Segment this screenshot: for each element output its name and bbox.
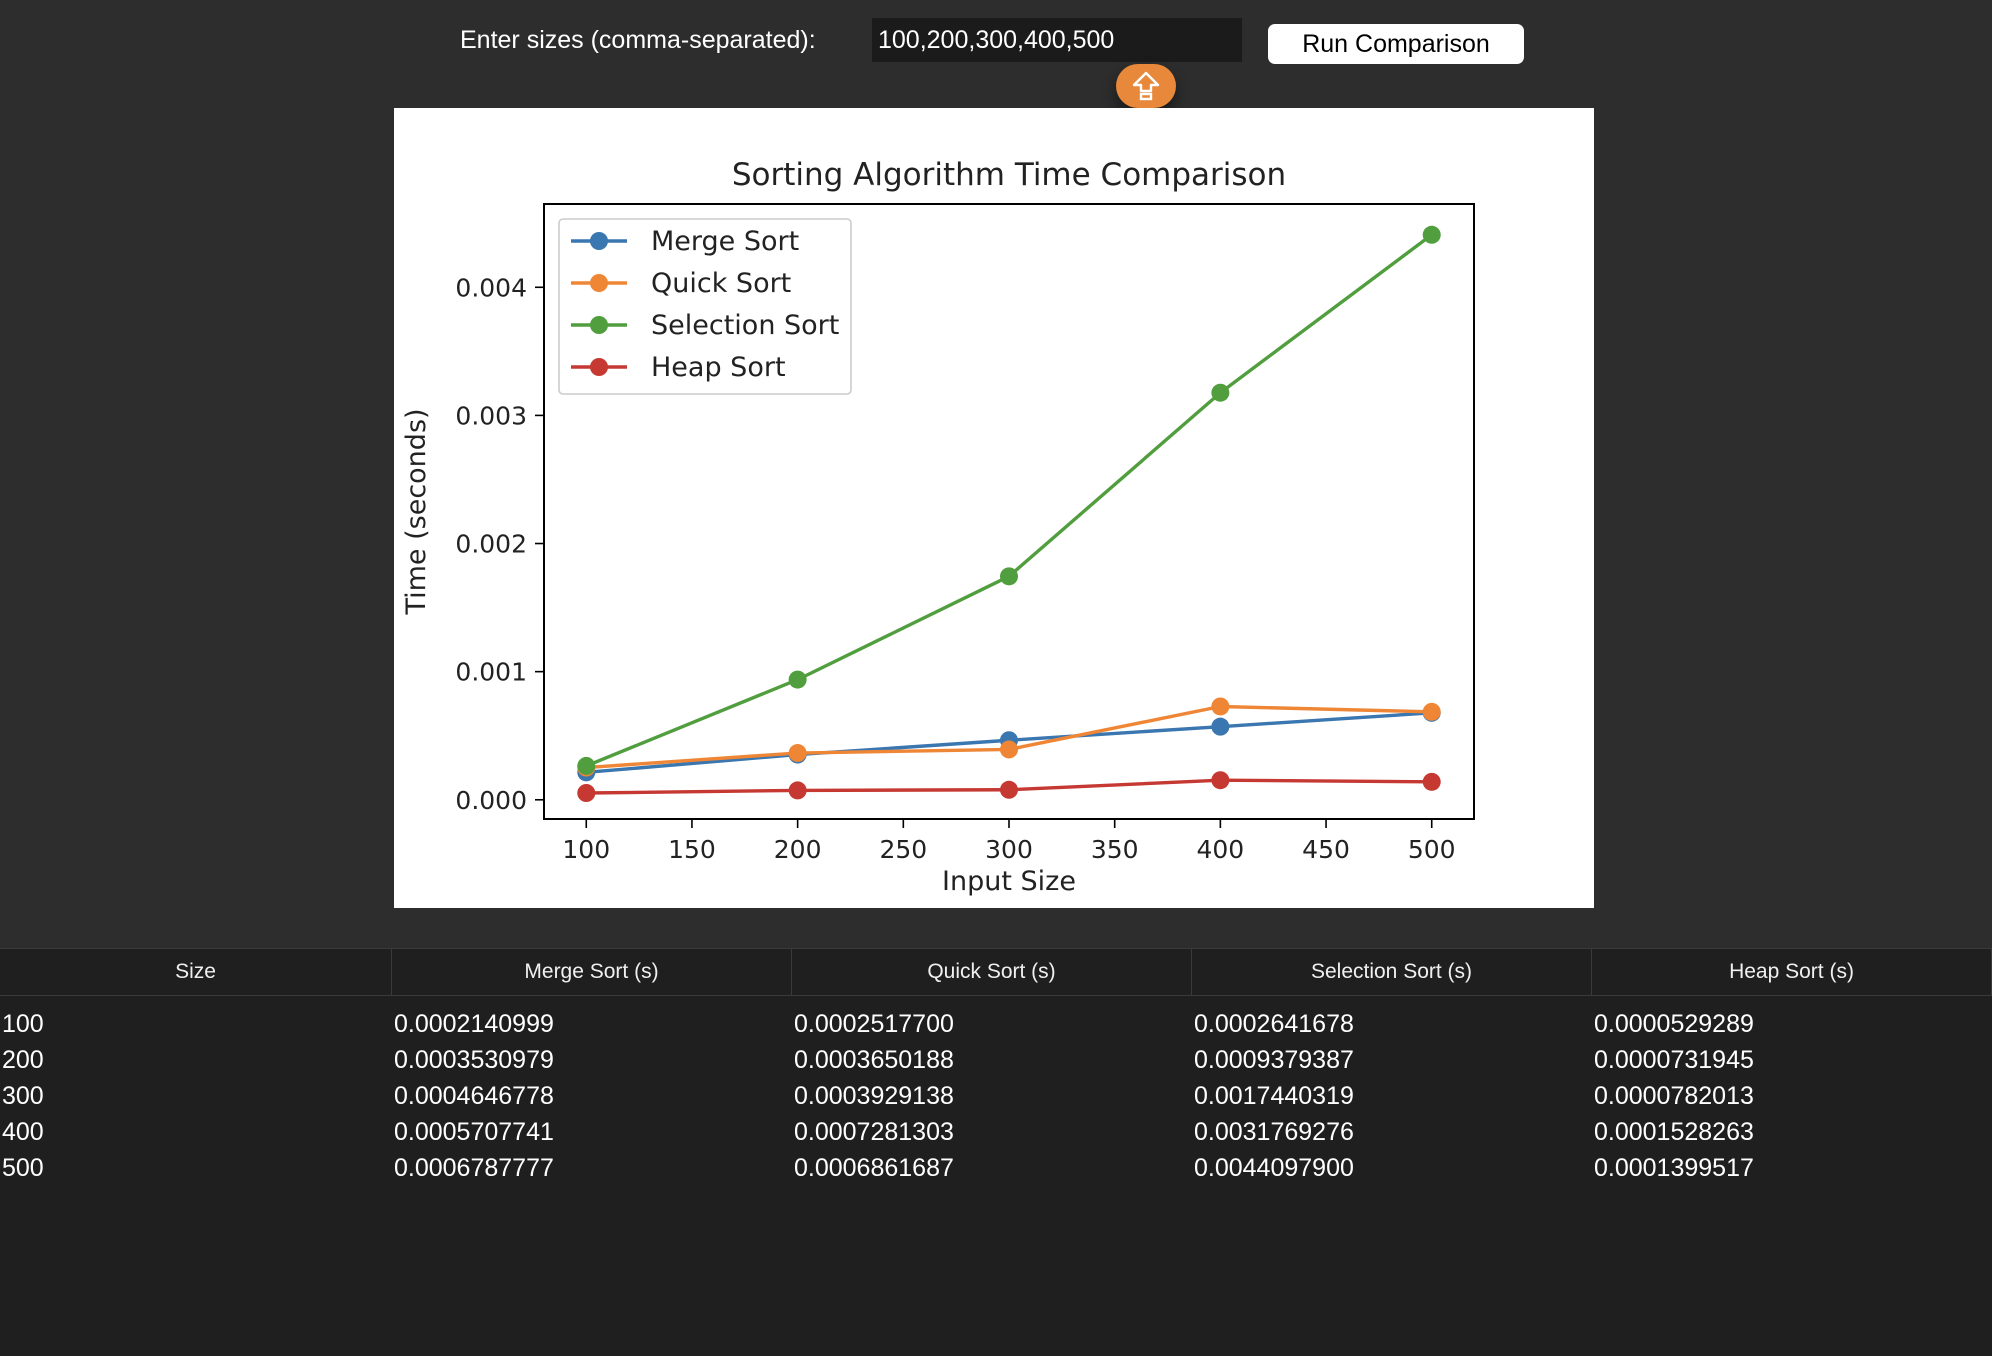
legend-label: Heap Sort [651, 352, 786, 383]
column-header[interactable]: Merge Sort (s) [392, 949, 792, 995]
data-point [788, 744, 807, 763]
data-point [1422, 772, 1441, 791]
data-point [1211, 771, 1230, 790]
y-tick-label: 0.001 [455, 658, 527, 687]
table-row[interactable]: 300 0.0004646778 0.0003929138 0.0017440319 0… [0, 1078, 1992, 1114]
table-cell: 0.0017440319 [1194, 1082, 1354, 1110]
column-header[interactable]: Heap Sort (s) [1592, 949, 1992, 995]
data-point [577, 756, 596, 775]
table-cell: 400 [2, 1118, 44, 1146]
data-point [577, 783, 596, 802]
column-header[interactable]: Selection Sort (s) [1192, 949, 1592, 995]
x-tick-label: 150 [668, 835, 716, 864]
table-body: 100 0.0002140999 0.0002517700 0.0002641678 0… [0, 1006, 1992, 1186]
x-tick-label: 100 [562, 835, 610, 864]
data-point [1211, 697, 1230, 716]
legend-swatch-marker [590, 274, 608, 292]
x-tick-label: 500 [1408, 835, 1456, 864]
data-point [1000, 740, 1018, 759]
y-axis-label: Time (seconds) [401, 408, 432, 615]
column-header[interactable]: Quick Sort (s) [792, 949, 1192, 995]
x-tick-label: 250 [879, 835, 927, 864]
table-cell: 0.0006787777 [394, 1154, 554, 1182]
table-cell: 100 [2, 1010, 44, 1038]
table-cell: 0.0000529289 [1594, 1010, 1754, 1038]
data-point [1422, 702, 1441, 721]
x-tick-label: 400 [1197, 835, 1245, 864]
chart-panel: Sorting Algorithm Time Comparison 100 150 2… [394, 108, 1594, 908]
results-table: Size Merge Sort (s) Quick Sort (s) Selectio… [0, 948, 1992, 1356]
table-cell: 0.0003530979 [394, 1046, 554, 1074]
table-cell: 0.0002140999 [394, 1010, 554, 1038]
table-cell: 500 [2, 1154, 44, 1182]
y-tick-label: 0.003 [455, 401, 527, 430]
table-cell: 0.0004646778 [394, 1082, 554, 1110]
table-cell: 0.0003650188 [794, 1046, 954, 1074]
y-tick-label: 0.000 [455, 786, 527, 815]
legend-box [558, 218, 852, 395]
data-point [1000, 567, 1018, 586]
table-cell: 0.0006861687 [794, 1154, 954, 1182]
data-point [1211, 717, 1230, 736]
sizes-label: Enter sizes (comma-separated): [460, 26, 816, 54]
data-point [1422, 225, 1441, 244]
table-header: Size Merge Sort (s) Quick Sort (s) Selectio… [0, 948, 1992, 996]
data-point [1000, 780, 1018, 799]
legend-label: Quick Sort [651, 268, 791, 299]
y-tick-label: 0.002 [455, 530, 527, 559]
table-row[interactable]: 500 0.0006787777 0.0006861687 0.0044097900 0… [0, 1150, 1992, 1186]
top-panel: Enter sizes (comma-separated): Run Compa… [0, 0, 1992, 948]
table-cell: 0.0003929138 [794, 1082, 954, 1110]
sizes-input[interactable] [872, 18, 1242, 62]
table-row[interactable]: 100 0.0002140999 0.0002517700 0.0002641678 0… [0, 1006, 1992, 1042]
table-row[interactable]: 200 0.0003530979 0.0003650188 0.0009379387 0… [0, 1042, 1992, 1078]
table-cell: 0.0001528263 [1594, 1118, 1754, 1146]
table-cell: 0.0044097900 [1194, 1154, 1354, 1182]
table-cell: 0.0001399517 [1594, 1154, 1754, 1182]
table-cell: 0.0031769276 [1194, 1118, 1354, 1146]
floating-action-button[interactable] [1116, 64, 1176, 108]
table-cell: 0.0000782013 [1594, 1082, 1754, 1110]
legend-label: Merge Sort [651, 226, 799, 257]
table-cell: 0.0009379387 [1194, 1046, 1354, 1074]
x-tick-label: 450 [1302, 835, 1350, 864]
table-cell: 0.0005707741 [394, 1118, 554, 1146]
x-axis-label: Input Size [942, 866, 1076, 897]
column-header[interactable]: Size [0, 949, 392, 995]
table-cell: 0.0007281303 [794, 1118, 954, 1146]
legend-swatch-marker [590, 232, 608, 250]
x-tick-label: 200 [774, 835, 822, 864]
legend-swatch-marker [590, 358, 608, 376]
table-row[interactable]: 400 0.0005707741 0.0007281303 0.0031769276 0… [0, 1114, 1992, 1150]
x-tick-label: 300 [985, 835, 1033, 864]
table-cell: 300 [2, 1082, 44, 1110]
controls-bar: Enter sizes (comma-separated): Run Compa… [0, 0, 1992, 90]
x-tick-label: 350 [1091, 835, 1139, 864]
legend-label: Selection Sort [651, 310, 839, 341]
data-point [788, 781, 807, 800]
table-cell: 0.0002517700 [794, 1010, 954, 1038]
y-tick-label: 0.004 [455, 273, 527, 302]
table-cell: 200 [2, 1046, 44, 1074]
upload-arrow-icon [1132, 71, 1160, 101]
line-chart: Sorting Algorithm Time Comparison 100 150 2… [401, 157, 1475, 897]
table-cell: 0.0002641678 [1194, 1010, 1354, 1038]
data-point [1211, 383, 1230, 402]
table-cell: 0.0000731945 [1594, 1046, 1754, 1074]
data-point [788, 670, 807, 689]
run-comparison-button[interactable]: Run Comparison [1268, 24, 1524, 64]
chart-title: Sorting Algorithm Time Comparison [732, 157, 1286, 193]
legend-swatch-marker [590, 316, 608, 334]
